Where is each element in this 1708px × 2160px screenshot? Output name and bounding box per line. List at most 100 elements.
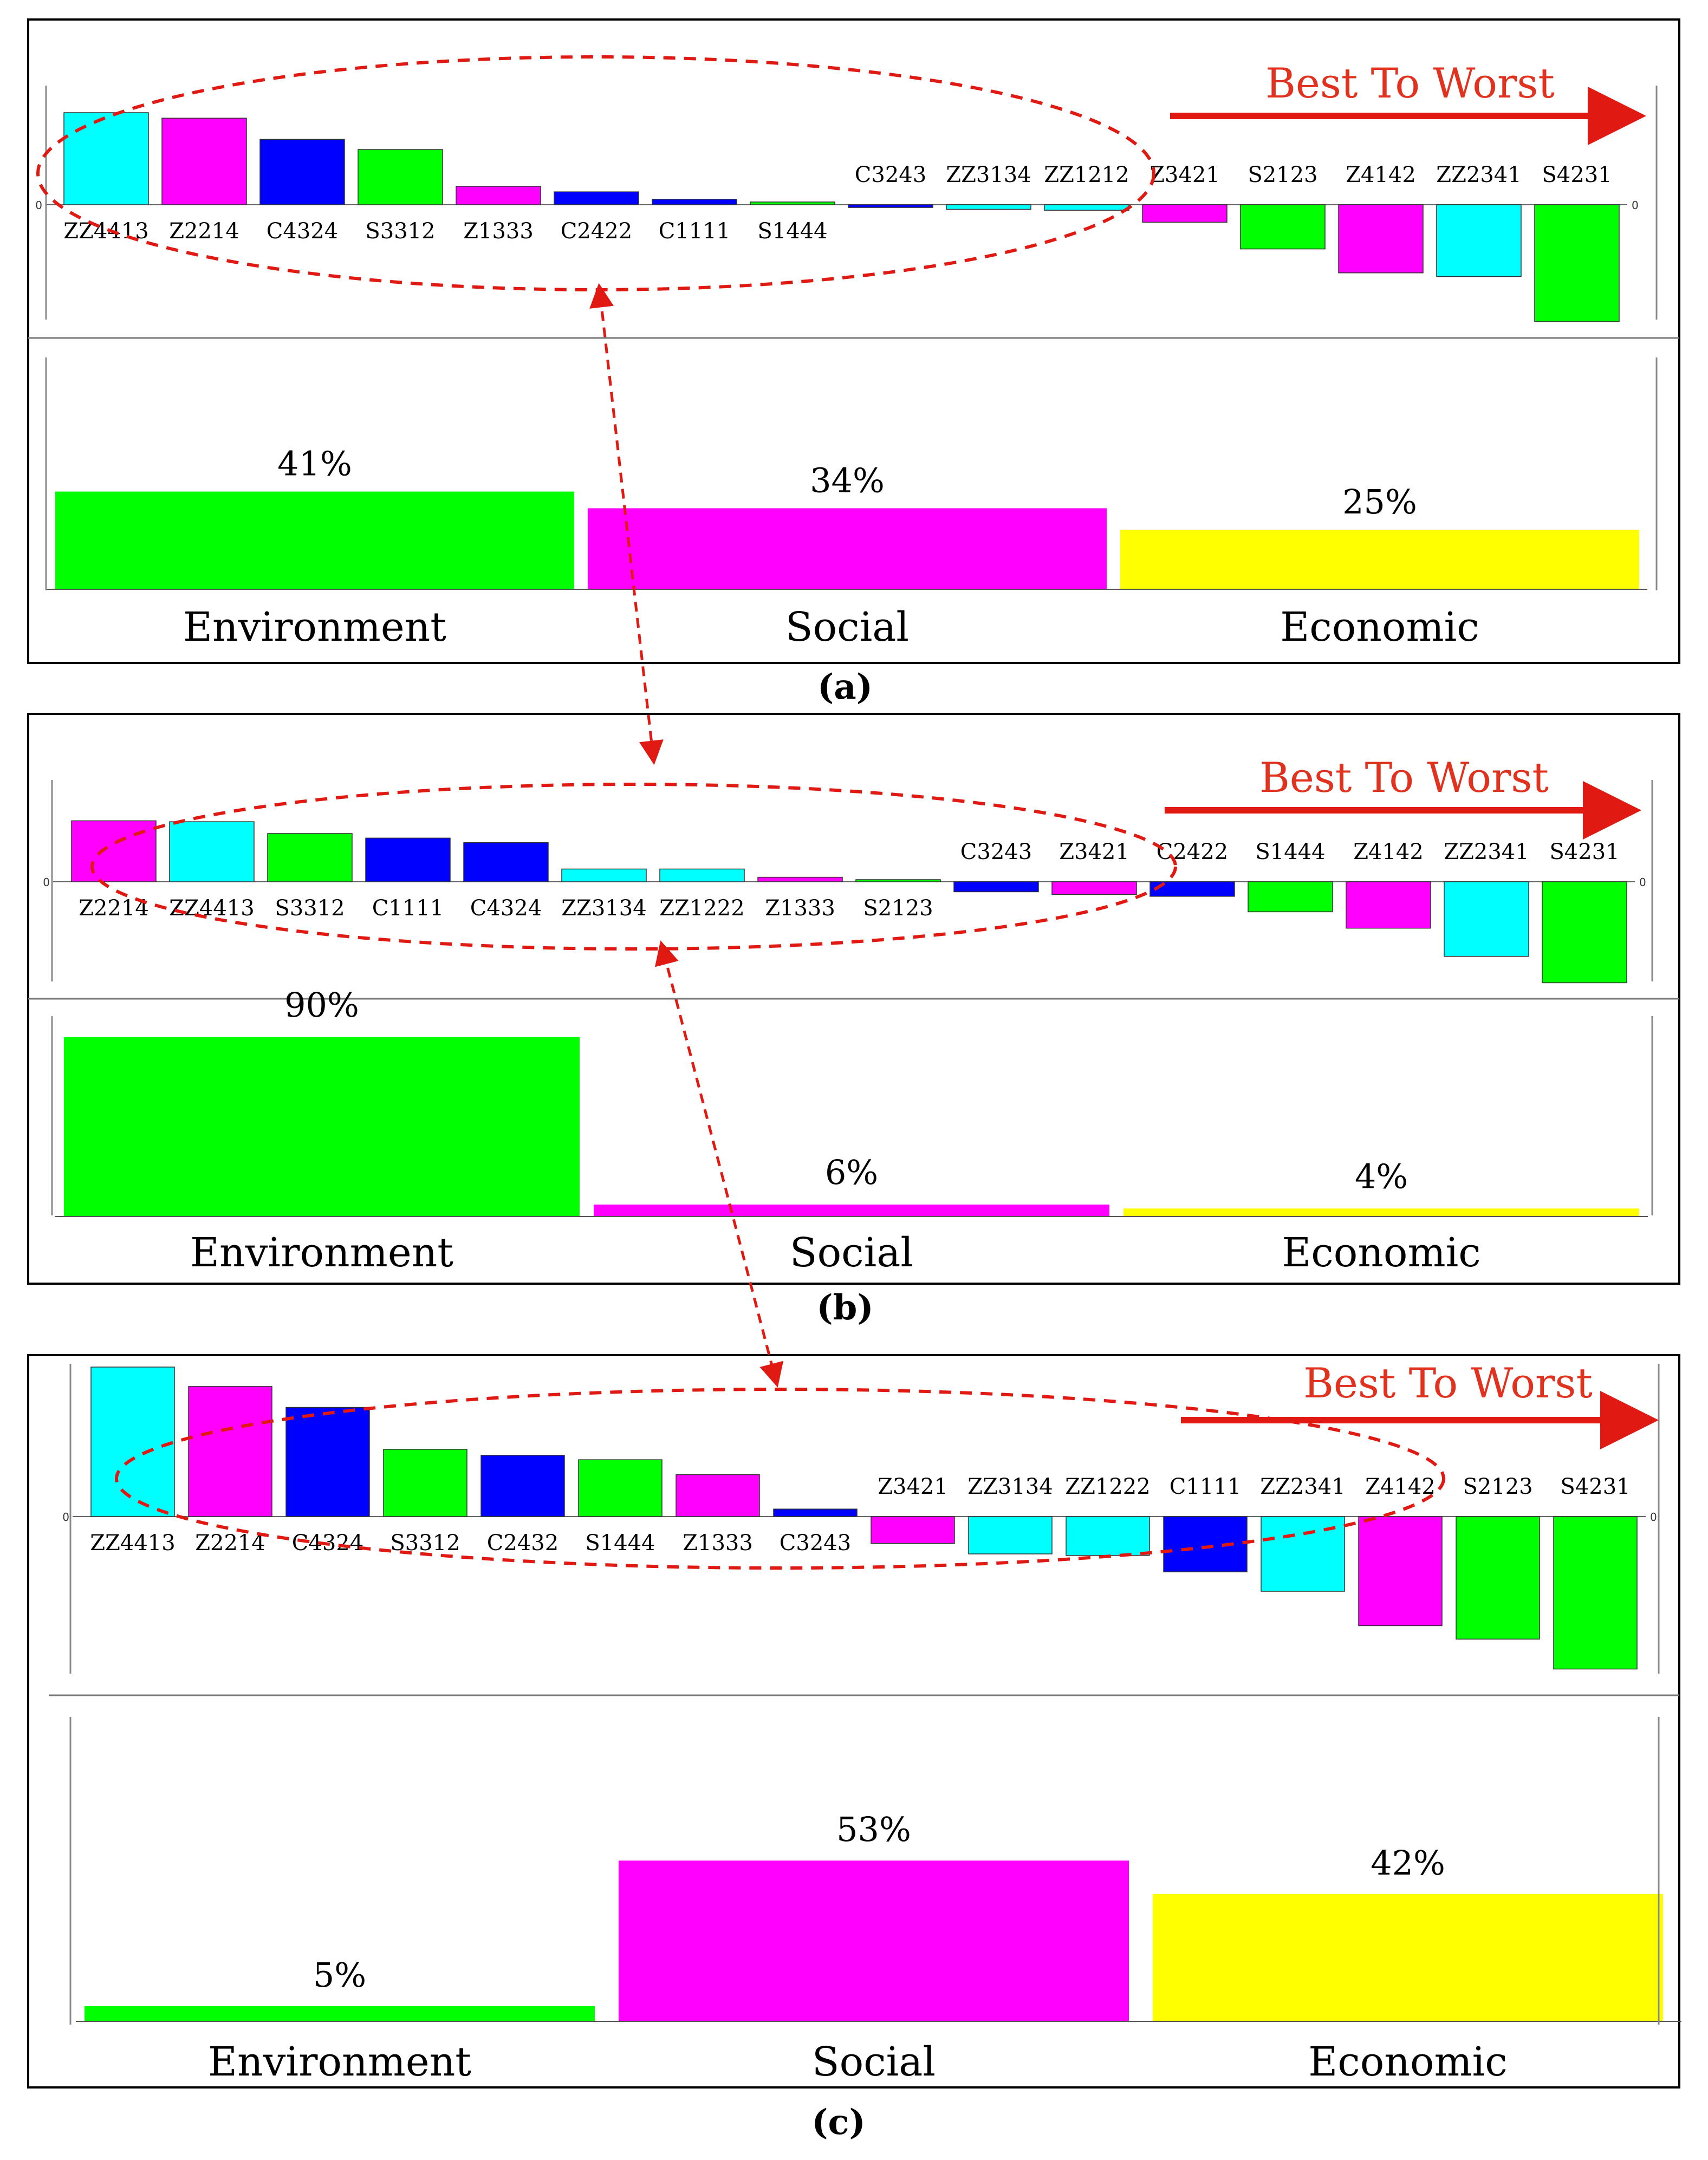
ranking-bar-s2123	[1456, 1516, 1540, 1640]
ranking-bar-c4324	[285, 1407, 370, 1517]
ranking-label-zz3134: ZZ3134	[561, 896, 646, 921]
best-to-worst-label: Best To Worst	[1303, 1359, 1593, 1407]
ranking-label-zz3134: ZZ3134	[946, 162, 1031, 187]
weight-category-economic: Economic	[1308, 2039, 1508, 2085]
weight-category-environment: Environment	[183, 604, 446, 650]
ranking-label-zz3134: ZZ3134	[967, 1474, 1053, 1499]
ranking-bar-zz3134	[946, 204, 1031, 210]
connector-arrow-b-c	[654, 940, 784, 1388]
weight-bar-environment	[64, 1037, 580, 1216]
weight-percent-environment: 5%	[313, 1955, 366, 1995]
weight-bar-social	[588, 508, 1107, 589]
ranking-bar-s3312	[267, 833, 353, 882]
ranking-label-s2123: S2123	[1463, 1474, 1532, 1499]
ranking-bar-zz3134	[968, 1516, 1053, 1554]
weight-category-economic: Economic	[1280, 604, 1479, 650]
ranking-label-s1444: S1444	[1255, 840, 1325, 864]
ranking-bar-s3312	[383, 1449, 467, 1517]
weight-category-environment: Environment	[190, 1229, 453, 1276]
ranking-label-z4142: Z4142	[1365, 1474, 1436, 1499]
ranking-bar-z4142	[1358, 1516, 1443, 1626]
ranking-bar-s1444	[578, 1459, 663, 1517]
best-to-worst-label: Best To Worst	[1259, 753, 1549, 802]
ranking-bar-c4324	[463, 842, 549, 882]
ranking-label-zz1212: ZZ1212	[1044, 162, 1129, 187]
weight-percent-economic: 4%	[1355, 1156, 1408, 1196]
ranking-label-c3243: C3243	[780, 1531, 851, 1556]
ranking-bar-z4142	[1346, 881, 1431, 929]
ranking-label-z1333: Z1333	[463, 219, 534, 244]
ranking-label-z1333: Z1333	[765, 896, 835, 921]
ranking-label-s4231: S4231	[1560, 1474, 1630, 1499]
ranking-bar-c2432	[480, 1455, 565, 1517]
ranking-label-c4324: C4324	[267, 219, 338, 244]
ranking-label-s4231: S4231	[1549, 840, 1619, 864]
ranking-label-s3312: S3312	[365, 219, 435, 244]
ranking-label-c2422: C2422	[561, 219, 632, 244]
ranking-label-zz1222: ZZ1222	[659, 896, 744, 921]
ranking-bar-zz2341	[1444, 881, 1529, 957]
panel-c-frame	[27, 1354, 1680, 2089]
weight-bar-economic	[1153, 1894, 1663, 2021]
weight-percent-social: 6%	[825, 1153, 878, 1192]
zero-tick-label: 0	[43, 876, 50, 889]
ranking-bar-s1444	[1248, 881, 1333, 913]
ranking-label-s3312: S3312	[275, 896, 345, 921]
highlight-ellipse	[90, 783, 1177, 951]
weight-bar-social	[594, 1204, 1109, 1216]
weight-percent-environment: 90%	[284, 985, 359, 1025]
ranking-label-c2422: C2422	[1157, 840, 1228, 864]
ranking-bar-c1111	[652, 199, 737, 205]
ranking-bar-c4324	[259, 139, 345, 205]
ranking-label-c4324: C4324	[470, 896, 542, 921]
ranking-label-zz4413: ZZ4413	[90, 1531, 175, 1556]
ranking-label-z3421: Z3421	[1150, 162, 1220, 187]
ranking-bar-s1444	[750, 201, 835, 205]
ranking-bar-z1333	[757, 876, 843, 882]
ranking-label-s2123: S2123	[1248, 162, 1317, 187]
best-to-worst-label: Best To Worst	[1265, 59, 1555, 107]
weights-chart-b: 90% Environment 6% Social 4% Economic	[55, 985, 1648, 1276]
weight-percent-social: 53%	[836, 1810, 911, 1849]
ranking-label-c3243: C3243	[855, 162, 926, 187]
ranking-bar-z1333	[456, 186, 541, 205]
zero-tick-label: 0	[1639, 876, 1646, 889]
ranking-label-zz2341: ZZ2341	[1436, 162, 1521, 187]
ranking-bar-z2214	[161, 118, 247, 205]
ranking-label-c2432: C2432	[487, 1531, 558, 1556]
weight-percent-economic: 25%	[1342, 482, 1417, 522]
weight-bar-economic	[1120, 530, 1639, 589]
panel-a-frame	[27, 18, 1680, 664]
ranking-bar-zz3134	[561, 868, 647, 882]
ranking-label-c1111: C1111	[1170, 1474, 1241, 1499]
weight-bar-environment	[55, 491, 574, 589]
ranking-bar-zz4413	[90, 1367, 175, 1517]
ranking-bar-c3243	[848, 204, 933, 208]
ranking-bar-c2422	[554, 191, 639, 205]
weight-bar-social	[619, 1860, 1129, 2021]
zero-tick-label: 0	[62, 1511, 69, 1524]
weight-category-social: Social	[812, 2039, 936, 2085]
panel-caption-c: (c)	[811, 2102, 866, 2143]
ranking-bar-z4142	[1338, 204, 1424, 274]
ranking-label-zz1222: ZZ1222	[1065, 1474, 1150, 1499]
ranking-label-z4142: Z4142	[1353, 840, 1424, 864]
weight-bar-environment	[85, 2006, 595, 2021]
ranking-bar-s4231	[1534, 204, 1620, 322]
weight-bar-economic	[1123, 1208, 1639, 1216]
zero-tick-label: 0	[1632, 199, 1639, 212]
ranking-bar-z1333	[676, 1474, 760, 1517]
ranking-bar-c3243	[953, 881, 1039, 893]
ranking-bar-s2123	[1240, 204, 1326, 250]
ranking-label-z3421: Z3421	[1059, 840, 1129, 864]
ranking-bar-zz2341	[1436, 204, 1522, 277]
ranking-bar-c3243	[773, 1508, 858, 1517]
ranking-label-s1444: S1444	[757, 219, 827, 244]
ranking-bar-s3312	[358, 149, 443, 205]
ranking-label-zz2341: ZZ2341	[1444, 840, 1529, 864]
ranking-bar-s2123	[855, 879, 941, 882]
